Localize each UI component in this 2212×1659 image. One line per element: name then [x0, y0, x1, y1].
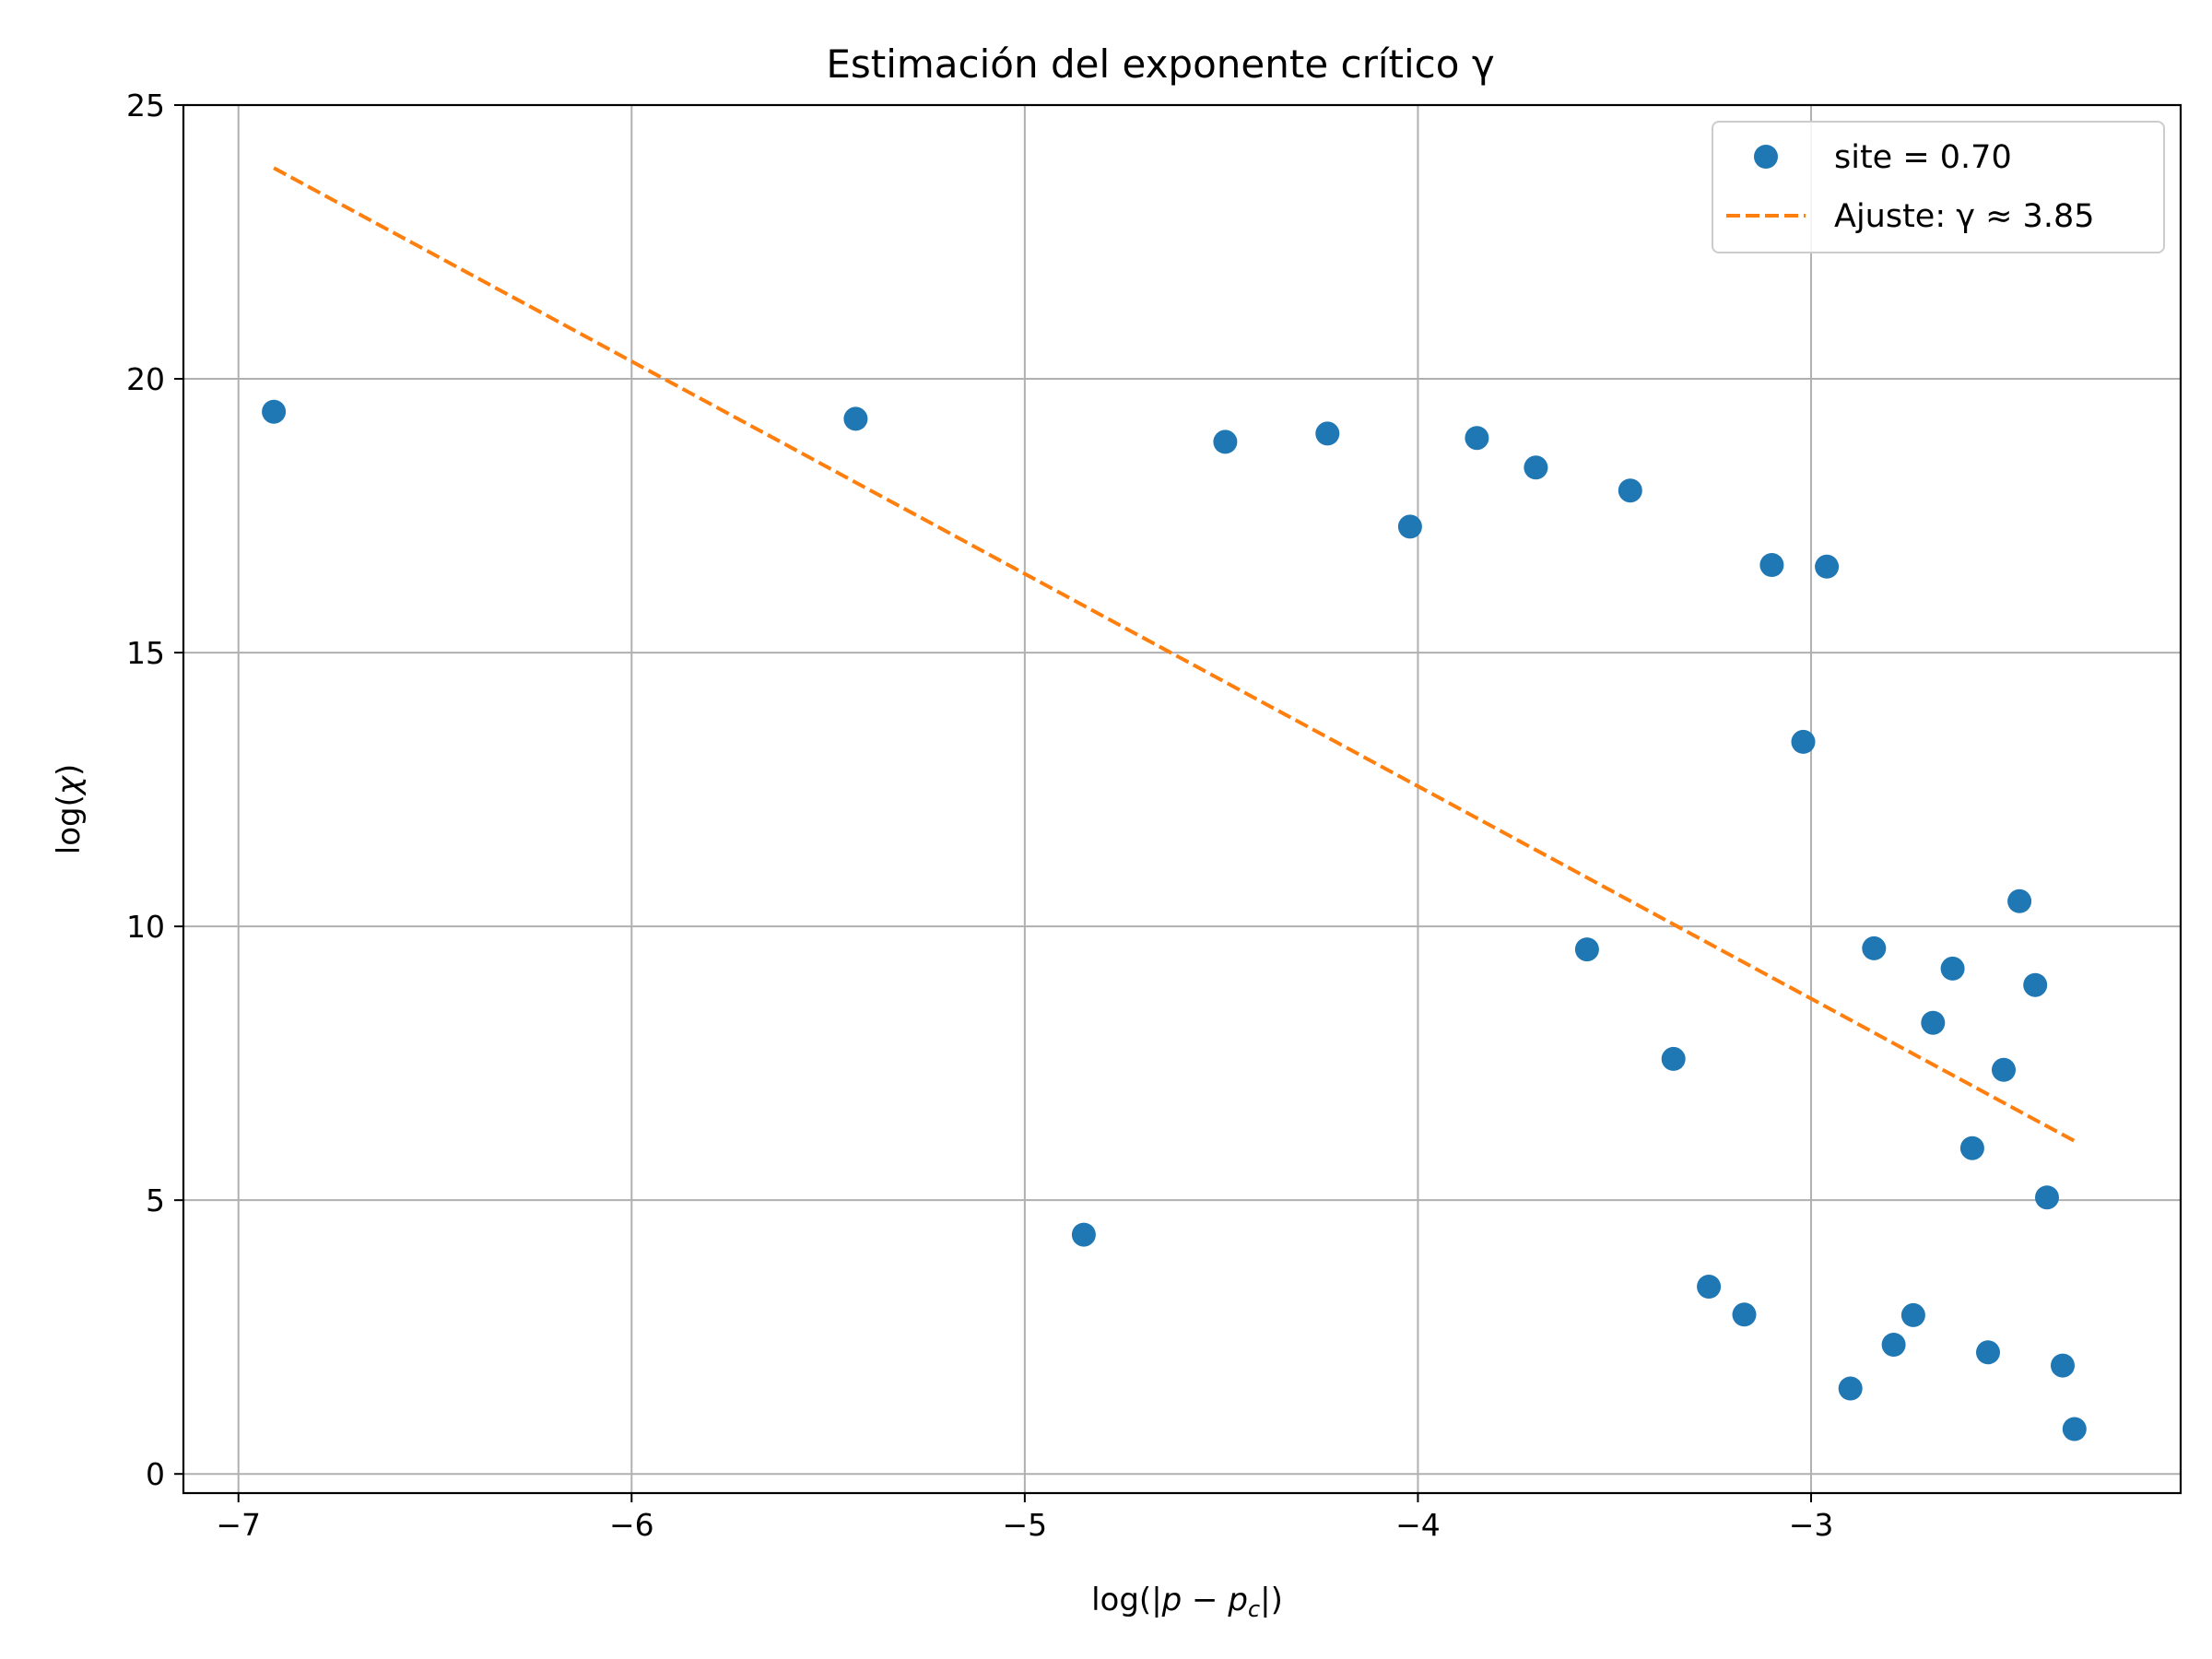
data-point [1940, 956, 1965, 981]
data-point [1618, 478, 1642, 503]
legend-label-scatter: site = 0.70 [1834, 139, 2012, 176]
x-tick-label: −4 [1395, 1507, 1441, 1543]
data-point [1881, 1333, 1906, 1357]
data-point [1315, 421, 1340, 446]
y-tick-label: 0 [146, 1456, 165, 1492]
legend-label-fit-line: Ajuste: γ ≈ 3.85 [1834, 198, 2094, 235]
data-point [2051, 1353, 2075, 1378]
data-point [1759, 553, 1784, 577]
y-tick-label: 10 [126, 909, 165, 945]
axis-ticks: −7 −6 −5 −4 −3 0 5 10 15 20 25 [126, 88, 1833, 1543]
y-tick-label: 15 [126, 635, 165, 671]
data-point [1959, 1135, 1984, 1160]
legend-marker-scatter [1754, 145, 1778, 169]
data-point [1976, 1340, 2000, 1365]
legend: site = 0.70 Ajuste: γ ≈ 3.85 [1712, 121, 2165, 253]
data-point [2035, 1185, 2059, 1210]
x-tick-label: −6 [609, 1507, 654, 1543]
svg-text:log(χ): log(χ) [51, 764, 88, 855]
fit-line [273, 166, 2076, 1143]
data-point [1661, 1046, 1686, 1071]
legend-box [1712, 121, 2165, 253]
data-point [1992, 1057, 2016, 1082]
y-axis-label: log(χ) [51, 764, 88, 855]
data-point [1465, 426, 1489, 451]
data-point [1900, 1302, 1925, 1327]
data-point [2007, 888, 2032, 913]
data-point [1524, 455, 1548, 480]
data-point [1862, 935, 1887, 960]
data-point [1815, 554, 1840, 579]
data-point [1791, 729, 1816, 754]
data-point [2023, 972, 2048, 997]
x-tick-label: −5 [1003, 1507, 1048, 1543]
data-point [1574, 937, 1599, 962]
data-point [843, 406, 868, 431]
data-point [1697, 1275, 1722, 1299]
data-point [1213, 429, 1238, 454]
x-tick-label: −7 [216, 1507, 261, 1543]
data-point [262, 399, 287, 424]
scatter-points [262, 399, 2087, 1441]
y-tick-label: 25 [126, 88, 165, 124]
data-point [1397, 514, 1422, 539]
data-point [1838, 1376, 1863, 1401]
data-point [1071, 1222, 1096, 1247]
data-point [1732, 1302, 1757, 1327]
fit-line-layer [273, 166, 2076, 1143]
plot-frame [182, 103, 2183, 1495]
y-tick-label: 5 [146, 1182, 165, 1218]
data-point [1921, 1010, 1946, 1035]
x-tick-label: −3 [1789, 1507, 1834, 1543]
y-tick-label: 20 [126, 361, 165, 397]
chart-title: Estimación del exponente crítico γ [826, 41, 1494, 87]
data-point [2062, 1417, 2087, 1441]
